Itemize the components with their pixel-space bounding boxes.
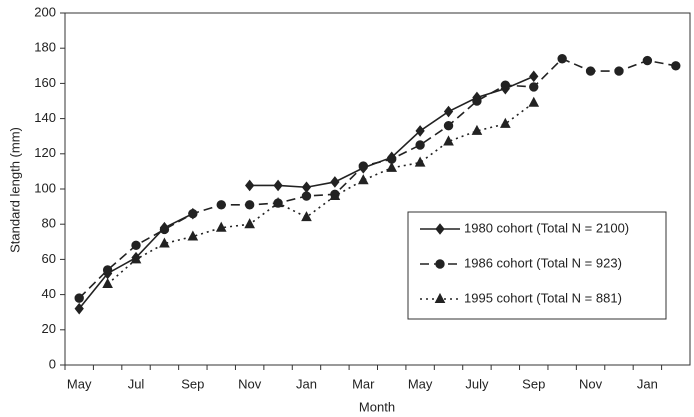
x-tick-label: Jan xyxy=(296,376,317,391)
legend-label: 1980 cohort (Total N = 2100) xyxy=(464,220,629,235)
point xyxy=(415,125,425,137)
y-tick-label: 80 xyxy=(42,216,56,231)
x-tick-label: Jan xyxy=(637,376,658,391)
point xyxy=(159,237,170,248)
point xyxy=(614,66,624,76)
point xyxy=(414,156,426,167)
point xyxy=(443,135,454,146)
x-tick-label: Sep xyxy=(181,376,204,391)
x-tick-label: May xyxy=(67,376,92,391)
point xyxy=(443,105,454,118)
y-tick-label: 200 xyxy=(34,4,56,19)
point xyxy=(471,124,483,135)
point xyxy=(528,96,540,107)
point xyxy=(102,277,113,289)
point xyxy=(329,189,341,201)
x-tick-label: Nov xyxy=(238,376,262,391)
y-tick-label: 140 xyxy=(34,110,56,125)
series-line xyxy=(107,102,535,285)
point xyxy=(357,174,369,185)
y-tick-label: 60 xyxy=(42,251,56,266)
point xyxy=(301,191,312,201)
point xyxy=(386,161,398,172)
x-tick-label: May xyxy=(408,376,433,391)
point xyxy=(358,161,368,171)
point xyxy=(671,61,681,71)
x-tick-label: Sep xyxy=(522,376,545,391)
point xyxy=(642,55,653,66)
point xyxy=(434,292,446,303)
y-tick-label: 160 xyxy=(34,75,56,90)
x-tick-label: July xyxy=(465,376,489,391)
y-tick-label: 20 xyxy=(42,321,56,336)
point xyxy=(272,197,284,208)
x-axis-title: Month xyxy=(359,399,395,414)
point xyxy=(415,140,425,150)
series-line xyxy=(78,57,676,299)
legend-box xyxy=(407,211,667,320)
x-tick-label: Nov xyxy=(579,376,603,391)
point xyxy=(557,54,567,64)
point xyxy=(435,259,445,269)
y-tick-label: 40 xyxy=(42,286,56,301)
point xyxy=(159,224,170,235)
point xyxy=(187,230,199,241)
point xyxy=(529,70,539,83)
point xyxy=(435,223,445,235)
point xyxy=(500,80,511,90)
point xyxy=(529,82,539,92)
y-tick-label: 180 xyxy=(34,40,56,55)
y-tick-label: 0 xyxy=(49,356,56,371)
point xyxy=(74,302,84,315)
point xyxy=(216,200,226,210)
point xyxy=(330,176,340,188)
point xyxy=(273,179,283,192)
point xyxy=(244,200,255,210)
x-tick-label: Jul xyxy=(128,376,145,391)
legend-label: 1995 cohort (Total N = 881) xyxy=(464,290,622,305)
point xyxy=(74,293,84,303)
legend-label: 1986 cohort (Total N = 923) xyxy=(464,255,622,270)
point xyxy=(301,211,312,222)
point xyxy=(131,240,141,251)
y-tick-label: 100 xyxy=(34,180,56,195)
point xyxy=(244,218,255,229)
point xyxy=(245,179,255,192)
point xyxy=(585,66,596,76)
point xyxy=(130,253,142,264)
point xyxy=(472,96,482,106)
y-tick-label: 120 xyxy=(34,145,56,160)
y-axis-title: Standard length (mm) xyxy=(7,127,22,253)
point xyxy=(443,120,454,131)
point xyxy=(301,181,312,194)
x-tick-label: Mar xyxy=(352,376,375,391)
point xyxy=(215,221,227,232)
point xyxy=(188,208,198,219)
point xyxy=(102,265,113,275)
point xyxy=(500,117,511,128)
